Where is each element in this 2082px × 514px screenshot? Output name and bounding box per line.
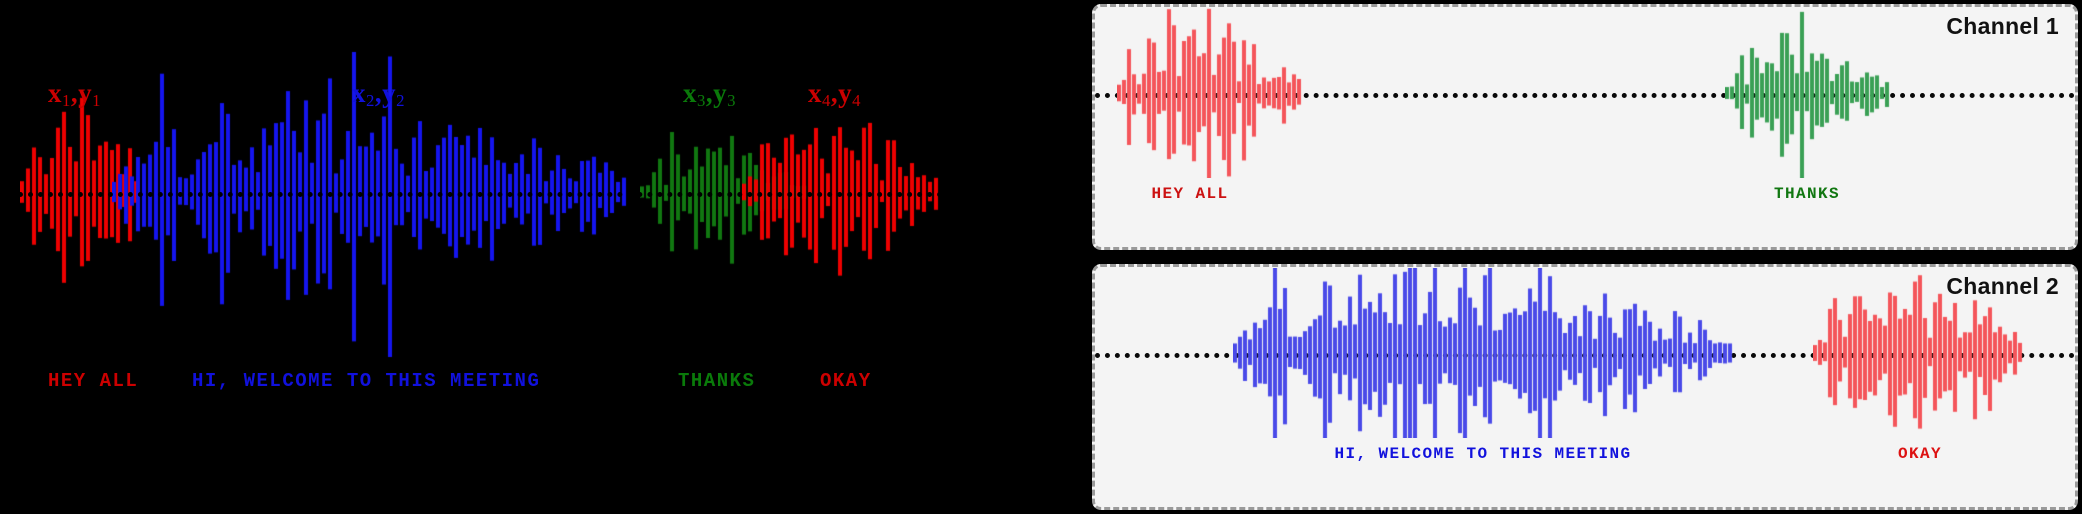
- mixed-centerline: [18, 192, 943, 197]
- math-var-y_var: y2: [382, 78, 405, 111]
- segment-caption: OKAY: [1897, 445, 1943, 463]
- math-var-x_var: x3: [683, 78, 706, 111]
- math-comma: ,: [70, 78, 79, 108]
- channel-1-title: Channel 1: [1946, 13, 2059, 39]
- math-sub-y_var: 2: [396, 91, 405, 111]
- math-sub-y_var: 3: [727, 91, 736, 111]
- math-label-x3y3: x3,y3: [683, 78, 736, 111]
- math-sub-x_var: 3: [697, 91, 706, 111]
- segment-hi-welcome: [1233, 268, 1733, 438]
- transcript-label: HI, WELCOME TO THIS MEETING: [192, 370, 541, 392]
- segment-caption: HI, WELCOME TO THIS MEETING: [1334, 445, 1632, 463]
- math-comma: ,: [830, 78, 839, 108]
- math-label-x2y2: x2,y2: [352, 78, 405, 111]
- transcript-label: OKAY: [820, 370, 872, 392]
- math-sub-x_var: 2: [366, 91, 375, 111]
- segment-thanks: [1725, 8, 1890, 178]
- transcript-label: HEY ALL: [48, 370, 139, 392]
- math-sub-y_var: 4: [852, 91, 861, 111]
- math-sub-y_var: 1: [92, 91, 101, 111]
- segment-hey-all: [1117, 8, 1302, 178]
- segment-okay: [1813, 268, 2023, 438]
- math-var-x_var: x4: [808, 78, 831, 111]
- segment-caption: HEY ALL: [1151, 185, 1229, 203]
- math-label-x4y4: x4,y4: [808, 78, 861, 111]
- channel-1-panel: Channel 1 HEY ALL THANKS: [1092, 4, 2078, 250]
- math-comma: ,: [705, 78, 714, 108]
- math-var-x_var: x2: [352, 78, 375, 111]
- math-label-x1y1: x1,y1: [48, 78, 101, 111]
- math-comma: ,: [374, 78, 383, 108]
- segment-caption: THANKS: [1773, 185, 1841, 203]
- math-var-y_var: y3: [713, 78, 736, 111]
- math-sub-x_var: 1: [62, 91, 71, 111]
- math-sub-x_var: 4: [822, 91, 831, 111]
- transcript-label: THANKS: [678, 370, 756, 392]
- math-var-y_var: y4: [838, 78, 861, 111]
- mixed-waveform-panel: x1,y1 x2,y2 x3,y3 x4,y4 HEY ALL HI, WELCOME …: [18, 12, 943, 392]
- math-var-y_var: y1: [78, 78, 101, 111]
- channel-2-panel: Channel 2 HI, WELCOME TO THIS MEETINGOKA…: [1092, 264, 2078, 510]
- math-var-x_var: x1: [48, 78, 71, 111]
- channel-1-centerline: [1095, 93, 2075, 98]
